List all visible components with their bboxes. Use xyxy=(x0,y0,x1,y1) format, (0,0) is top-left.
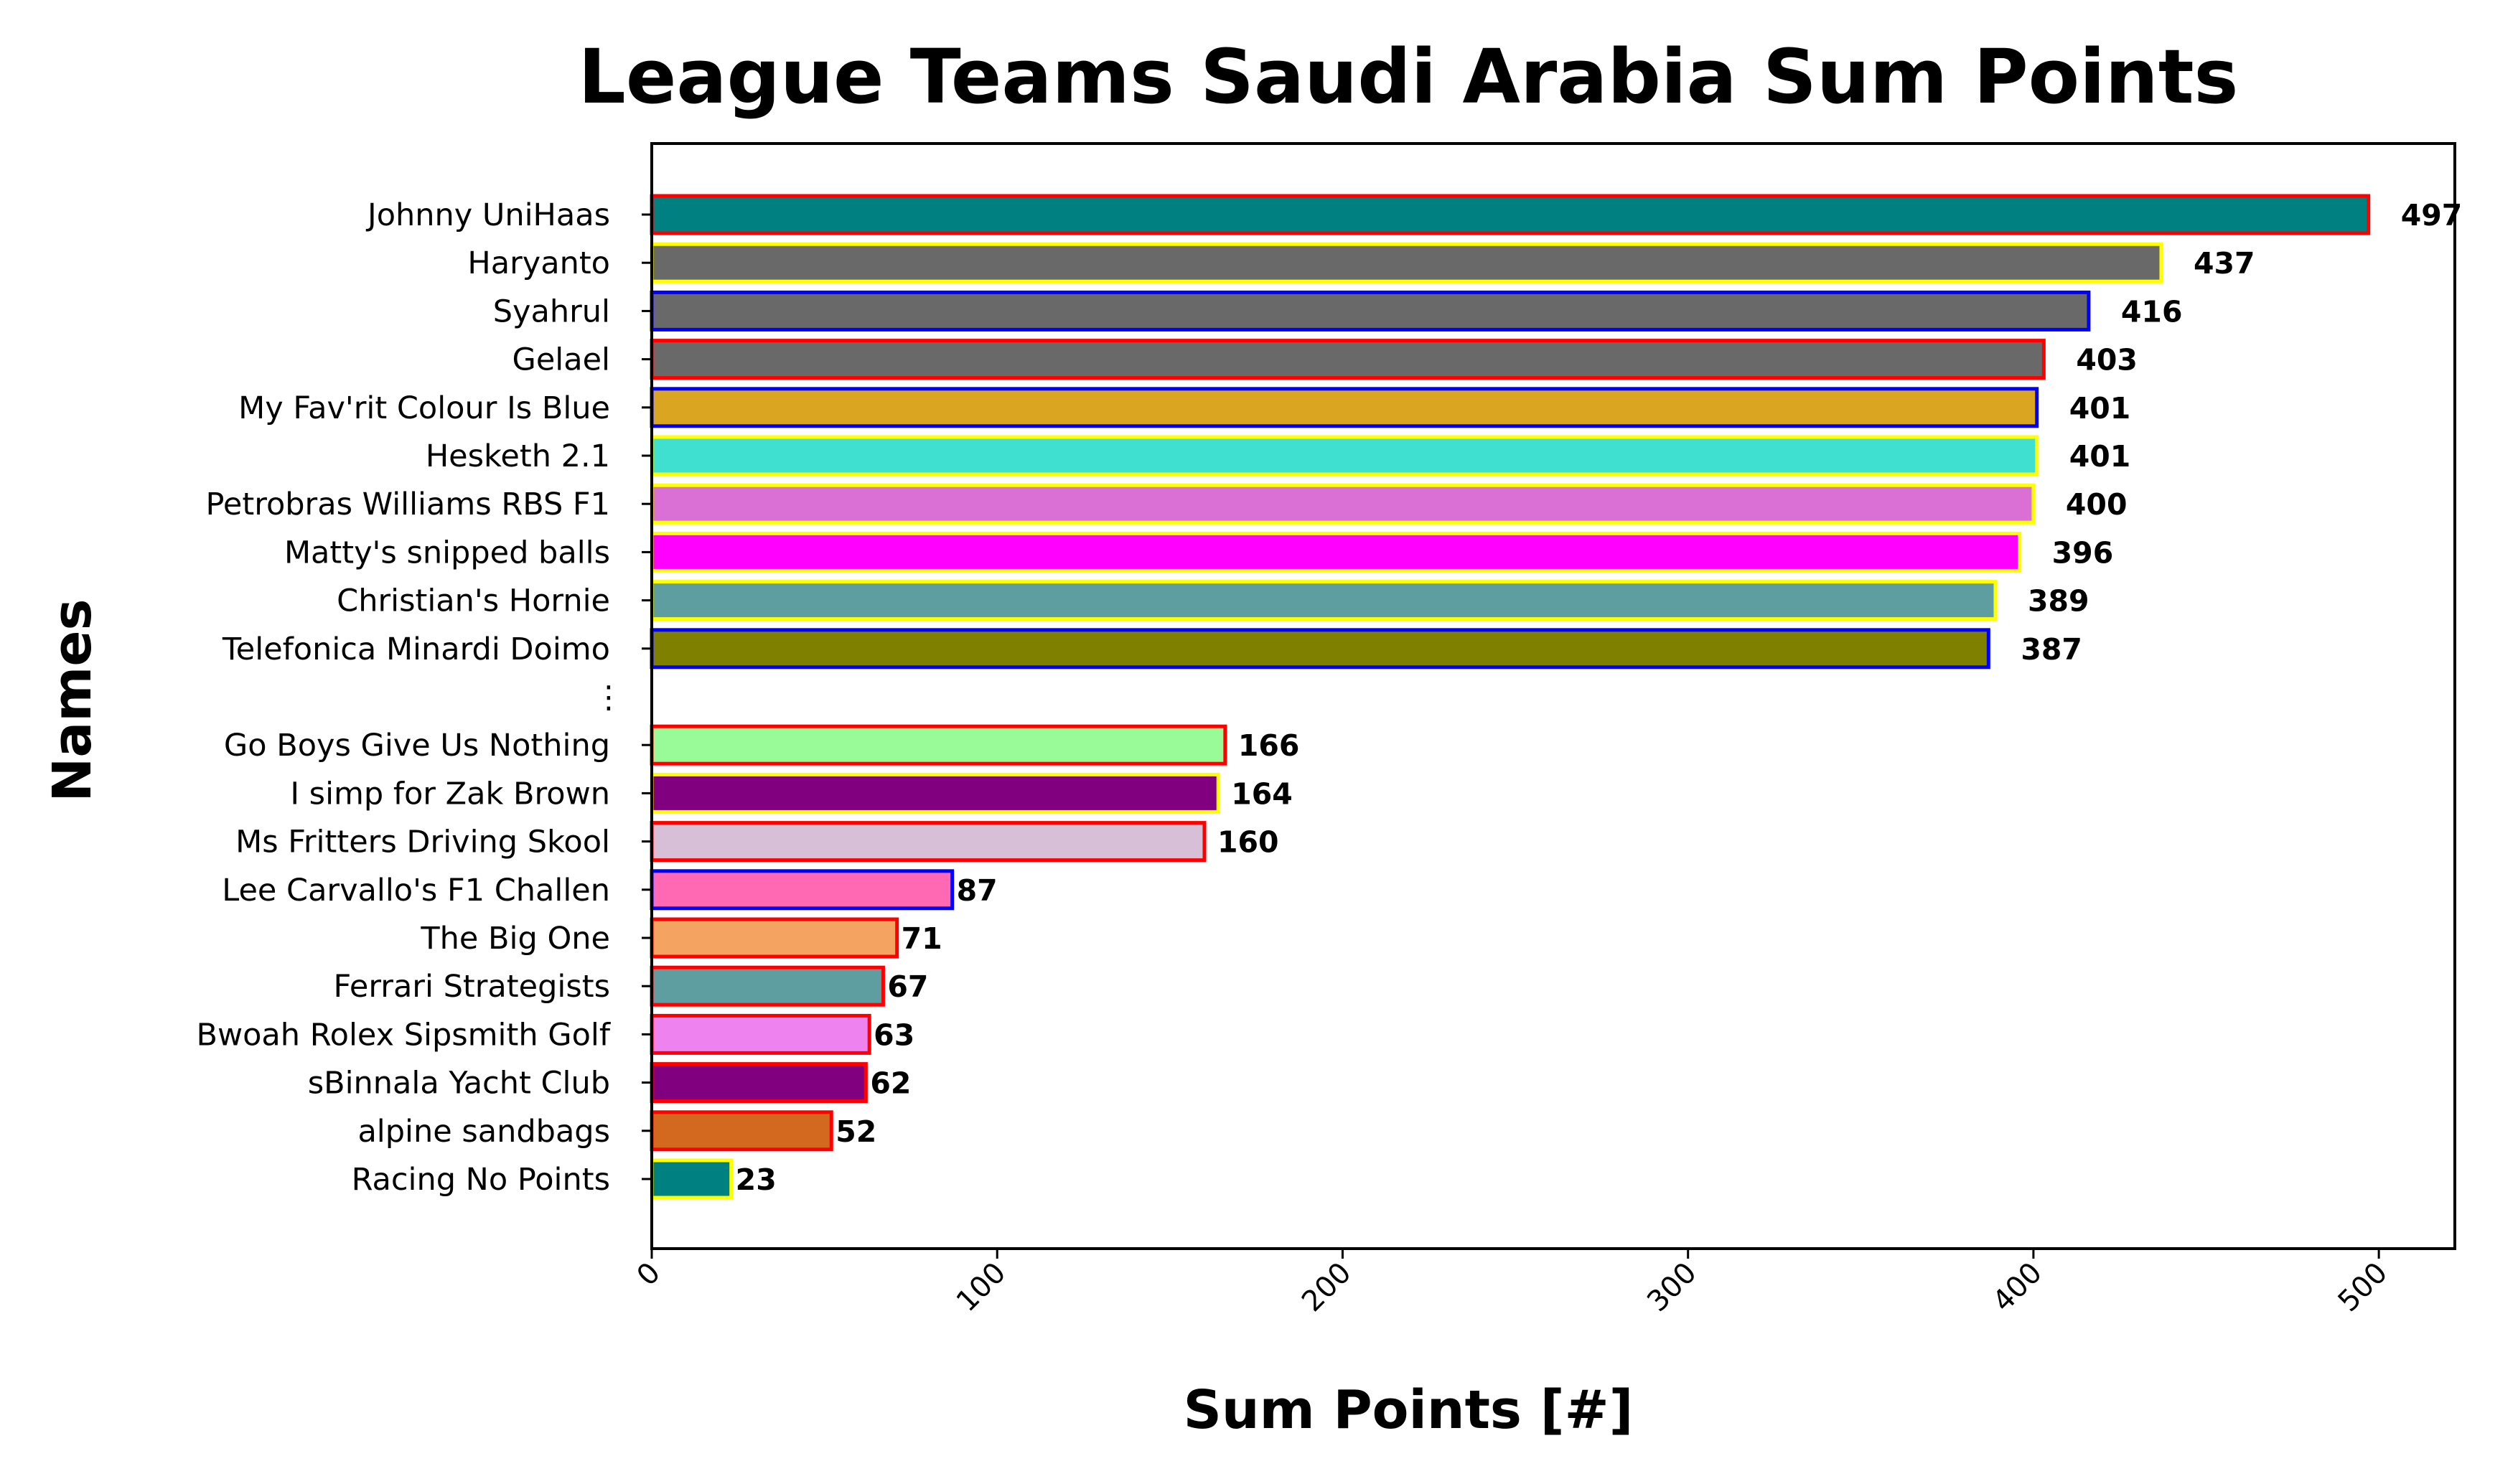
bar-value-label: 87 xyxy=(957,873,998,908)
bar-value-label: 23 xyxy=(736,1163,777,1197)
xtick-label: 200 xyxy=(1296,1257,1358,1319)
plot-frame xyxy=(650,142,2456,1250)
bar-value-label: 62 xyxy=(870,1066,911,1101)
ytick-label: Ferrari Strategists xyxy=(334,969,611,1005)
bar xyxy=(650,483,2036,525)
bar-value-label: 437 xyxy=(2194,246,2255,281)
bar xyxy=(650,1013,871,1055)
xtick-label: 300 xyxy=(1641,1257,1703,1319)
ytick-label: Syahrul xyxy=(493,293,610,329)
bar xyxy=(650,821,1207,863)
bar-value-label: 67 xyxy=(887,969,928,1004)
bar-value-label: 416 xyxy=(2121,294,2183,329)
y-axis-label: Names xyxy=(42,598,103,802)
xtick-label: 100 xyxy=(950,1257,1013,1319)
bar xyxy=(650,724,1227,766)
bar xyxy=(650,531,2022,573)
bar xyxy=(650,194,2371,235)
bar xyxy=(650,1158,734,1200)
bar xyxy=(650,435,2039,476)
bar xyxy=(650,628,1990,670)
bar xyxy=(650,869,955,911)
bar-value-label: 389 xyxy=(2028,584,2089,619)
ytick-label: Bwoah Rolex Sipsmith Golf xyxy=(196,1017,610,1053)
ytick-label: alpine sandbags xyxy=(357,1114,610,1150)
ytick-label: Christian's Hornie xyxy=(337,583,610,619)
bar-value-label: 52 xyxy=(836,1114,876,1149)
bar-value-label: 387 xyxy=(2021,632,2082,667)
bar-value-label: 497 xyxy=(2401,198,2463,233)
ytick-label: The Big One xyxy=(420,921,610,957)
ytick-label: Matty's snipped balls xyxy=(284,535,610,570)
ytick-label: Gelael xyxy=(513,342,610,378)
bar-value-label: 160 xyxy=(1217,825,1279,860)
bar xyxy=(650,387,2039,428)
bar-value-label: 401 xyxy=(2069,391,2131,426)
bar xyxy=(650,290,2091,332)
xtick-label: 0 xyxy=(631,1257,668,1293)
bar-value-label: 164 xyxy=(1231,776,1293,811)
bar-value-label: 396 xyxy=(2052,535,2114,570)
ytick-label: Go Boys Give Us Nothing xyxy=(224,728,610,764)
ytick-label: Haryanto xyxy=(467,245,610,281)
ytick-label: Lee Carvallo's F1 Challen xyxy=(222,873,610,908)
ytick-gap-label: ⋮ xyxy=(594,680,624,715)
bar xyxy=(650,1062,868,1104)
ytick-label: Racing No Points xyxy=(352,1162,610,1198)
bar xyxy=(650,339,2046,380)
xtick-label: 400 xyxy=(1986,1257,2049,1319)
ytick-label: I simp for Zak Brown xyxy=(290,776,610,812)
bar-value-label: 166 xyxy=(1238,728,1300,763)
bar xyxy=(650,917,899,959)
xtick-label: 500 xyxy=(2332,1257,2395,1319)
bar xyxy=(650,1110,833,1152)
bar-value-label: 403 xyxy=(2076,343,2138,377)
ytick-label: Johnny UniHaas xyxy=(365,197,610,233)
bar-value-label: 71 xyxy=(902,921,942,956)
plot-area: Johnny UniHaas 497 Haryanto 437 Syahrul 416 Ge… xyxy=(196,142,2463,1319)
bar-value-label: 63 xyxy=(874,1018,914,1052)
bar xyxy=(650,772,1220,814)
x-axis-label: Sum Points [#] xyxy=(1184,1379,1634,1441)
bar xyxy=(650,965,885,1007)
ytick-label: Telefonica Minardi Doimo xyxy=(222,631,610,667)
bar xyxy=(650,580,1998,621)
ytick-label: Ms Fritters Driving Skool xyxy=(235,825,610,860)
ytick-label: Petrobras Williams RBS F1 xyxy=(206,487,611,522)
bar-value-label: 401 xyxy=(2069,439,2131,474)
ytick-label: sBinnala Yacht Club xyxy=(308,1066,610,1102)
ytick-label: Hesketh 2.1 xyxy=(426,438,610,474)
bar-value-label: 400 xyxy=(2066,487,2128,522)
bar xyxy=(650,242,2163,283)
chart-title: League Teams Saudi Arabia Sum Points xyxy=(579,33,2239,121)
ytick-label: My Fav'rit Colour Is Blue xyxy=(238,390,610,426)
